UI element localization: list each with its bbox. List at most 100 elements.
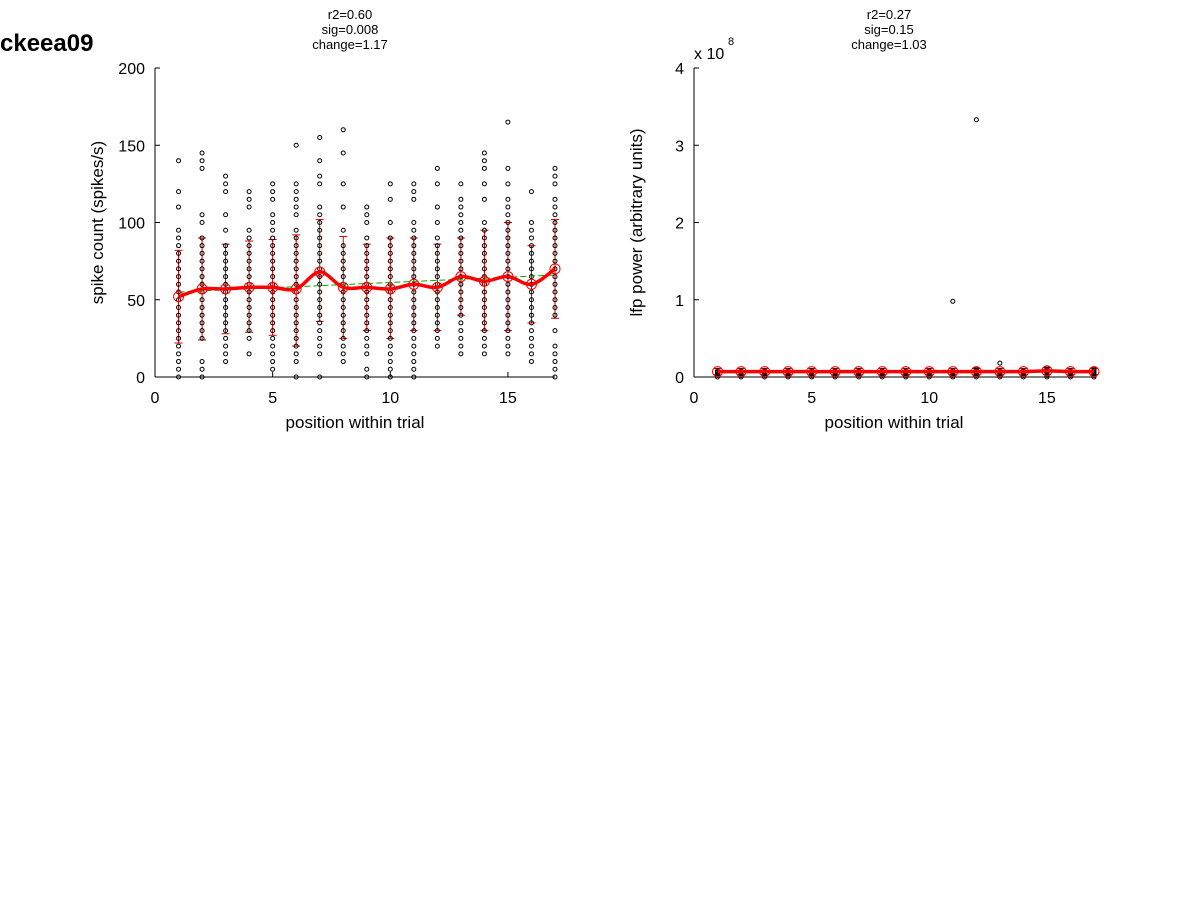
x-tick-label: 0 bbox=[151, 390, 160, 407]
data-point bbox=[270, 181, 276, 187]
data-point bbox=[505, 181, 511, 187]
data-point bbox=[364, 220, 370, 225]
data-point bbox=[411, 328, 417, 334]
data-point bbox=[387, 250, 393, 256]
data-point bbox=[293, 196, 299, 202]
mean-marker bbox=[735, 366, 747, 378]
exponent-base: x 10 bbox=[694, 46, 724, 63]
data-point bbox=[458, 266, 464, 272]
data-point bbox=[340, 150, 346, 156]
data-point bbox=[505, 312, 511, 318]
data-point bbox=[364, 335, 370, 341]
data-point bbox=[223, 250, 229, 256]
data-point bbox=[411, 258, 417, 264]
data-point bbox=[387, 320, 393, 326]
data-point bbox=[270, 258, 276, 264]
data-point bbox=[176, 335, 182, 341]
data-point bbox=[176, 158, 182, 164]
data-point bbox=[176, 281, 182, 287]
data-point bbox=[364, 204, 370, 210]
exponent-power: 8 bbox=[728, 36, 734, 48]
data-point bbox=[458, 289, 464, 295]
data-point bbox=[832, 374, 838, 380]
data-point bbox=[411, 304, 417, 310]
mean-marker bbox=[970, 366, 982, 378]
x-tick-label: 5 bbox=[807, 390, 816, 407]
data-point bbox=[199, 297, 205, 303]
data-point bbox=[505, 297, 511, 303]
data-point bbox=[176, 351, 182, 357]
mean-marker bbox=[337, 281, 349, 293]
data-point bbox=[528, 235, 534, 241]
y-tick-label: 4 bbox=[675, 61, 684, 78]
data-point bbox=[270, 274, 276, 280]
data-point bbox=[199, 312, 205, 318]
lfp-power-chart: 0 1 2 3 4 0 5 10 15 position within trial lfp powe… bbox=[627, 7, 1100, 432]
data-point bbox=[481, 165, 487, 171]
data-point bbox=[387, 366, 393, 372]
data-point bbox=[199, 258, 205, 264]
stat-line: r2=0.27 bbox=[867, 7, 911, 22]
mean-marker bbox=[806, 366, 818, 378]
data-point bbox=[411, 189, 417, 195]
data-point bbox=[481, 243, 487, 249]
data-point bbox=[411, 196, 417, 202]
data-point bbox=[387, 351, 393, 357]
data-point bbox=[1020, 374, 1026, 380]
data-point bbox=[317, 351, 323, 357]
mean-marker bbox=[361, 281, 373, 293]
data-point bbox=[270, 304, 276, 310]
y-tick-label: 100 bbox=[118, 216, 145, 233]
data-point bbox=[387, 297, 393, 303]
mean-marker bbox=[994, 366, 1006, 378]
data-point bbox=[505, 266, 511, 272]
data-point bbox=[199, 266, 205, 272]
data-point bbox=[434, 297, 440, 303]
mean-marker bbox=[220, 283, 232, 295]
mean-marker bbox=[853, 366, 865, 378]
data-point bbox=[552, 258, 558, 264]
data-point bbox=[293, 235, 299, 241]
data-point bbox=[411, 366, 417, 372]
data-point bbox=[552, 220, 558, 225]
data-point bbox=[246, 266, 252, 272]
mean-marker bbox=[1064, 366, 1076, 378]
data-point bbox=[270, 328, 276, 334]
data-point bbox=[199, 158, 205, 164]
data-point bbox=[293, 297, 299, 303]
data-point bbox=[364, 212, 370, 218]
data-point bbox=[364, 266, 370, 272]
data-point bbox=[552, 351, 558, 357]
data-point bbox=[434, 235, 440, 241]
data-point bbox=[199, 274, 205, 280]
mean-marker bbox=[1041, 365, 1053, 377]
data-point bbox=[505, 235, 511, 241]
data-point bbox=[552, 243, 558, 249]
data-point bbox=[1044, 374, 1050, 380]
data-point bbox=[223, 189, 229, 195]
data-point bbox=[411, 289, 417, 295]
mean-marker bbox=[384, 283, 396, 295]
data-point bbox=[528, 312, 534, 318]
data-point bbox=[293, 227, 299, 233]
data-point bbox=[317, 235, 323, 241]
data-point bbox=[411, 297, 417, 303]
data-point bbox=[317, 374, 323, 380]
data-point bbox=[317, 312, 323, 318]
data-point bbox=[458, 320, 464, 326]
x-axis-label: position within trial bbox=[286, 413, 425, 432]
data-point bbox=[364, 235, 370, 241]
data-point bbox=[270, 243, 276, 249]
data-point bbox=[552, 173, 558, 179]
x-tick-label: 10 bbox=[920, 390, 938, 407]
data-point bbox=[505, 196, 511, 202]
data-point bbox=[481, 158, 487, 164]
data-point bbox=[552, 274, 558, 280]
data-point bbox=[270, 266, 276, 272]
data-point bbox=[434, 343, 440, 349]
data-point bbox=[552, 212, 558, 218]
mean-marker bbox=[173, 291, 185, 303]
data-point bbox=[340, 243, 346, 249]
data-point bbox=[411, 320, 417, 326]
data-point bbox=[387, 196, 393, 202]
